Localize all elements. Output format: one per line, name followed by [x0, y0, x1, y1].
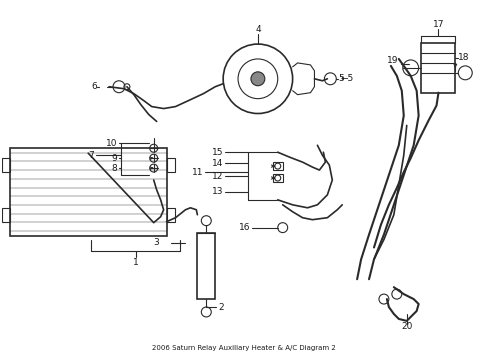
Bar — [2, 158, 10, 172]
Bar — [272, 174, 282, 182]
Text: 18: 18 — [457, 53, 469, 62]
Text: 19: 19 — [386, 57, 398, 66]
Circle shape — [250, 72, 264, 86]
Text: 15: 15 — [211, 148, 223, 157]
Bar — [10, 148, 166, 235]
Text: 11: 11 — [191, 167, 203, 176]
Text: 2: 2 — [218, 302, 224, 311]
Text: 7: 7 — [88, 151, 94, 160]
Bar — [166, 158, 174, 172]
Text: 6: 6 — [91, 82, 97, 91]
Text: 9: 9 — [111, 154, 117, 163]
Bar — [420, 43, 454, 93]
Bar — [272, 162, 282, 170]
Text: 4: 4 — [255, 25, 260, 34]
Text: 3: 3 — [153, 238, 158, 247]
Text: 10: 10 — [105, 139, 117, 148]
Text: 12: 12 — [211, 171, 223, 180]
Text: 13: 13 — [211, 188, 223, 197]
Text: 14: 14 — [211, 159, 223, 168]
Text: ←5: ←5 — [340, 74, 353, 83]
Text: 8: 8 — [111, 163, 117, 172]
Text: 5: 5 — [338, 74, 344, 83]
Bar — [197, 233, 215, 299]
Bar — [2, 208, 10, 222]
Text: 2006 Saturn Relay Auxiliary Heater & A/C Diagram 2: 2006 Saturn Relay Auxiliary Heater & A/C… — [152, 345, 335, 351]
Bar — [166, 208, 174, 222]
Text: 17: 17 — [432, 20, 443, 29]
Text: 16: 16 — [238, 223, 249, 232]
Text: 1: 1 — [133, 258, 139, 267]
Text: 20: 20 — [400, 322, 411, 331]
